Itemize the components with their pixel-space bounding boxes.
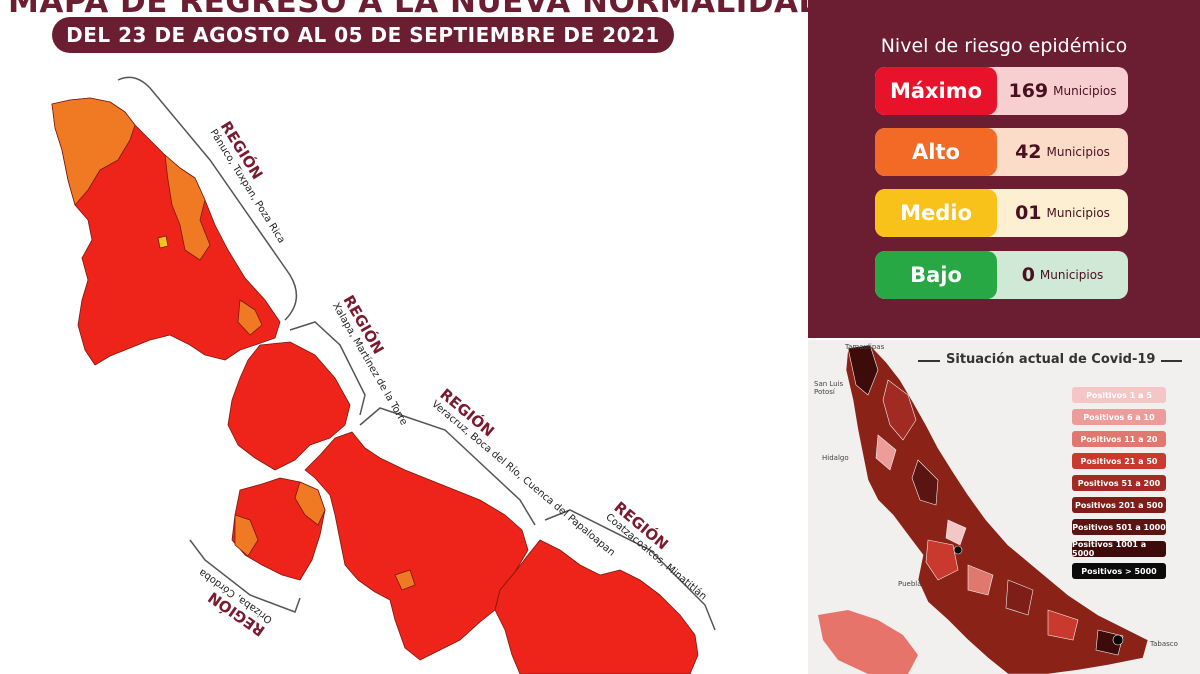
covid-legend-item: Positivos 1001 a 5000: [1072, 540, 1166, 558]
place-label: San Luis Potosí: [814, 380, 844, 396]
risk-row-bajo: Bajo 0 Municipios: [875, 251, 1128, 299]
covid-municipal-map: [818, 344, 1149, 674]
risk-level-label: Máximo: [875, 67, 997, 115]
risk-panel-title: Nivel de riesgo epidémico: [880, 35, 1128, 57]
risk-row-medio: Medio 01 Municipios: [875, 189, 1128, 237]
risk-level-label: Bajo: [875, 251, 997, 299]
covid-legend-item: Positivos > 5000: [1072, 563, 1166, 579]
veracruz-risk-map: [51, 76, 716, 674]
covid-legend-item: Positivos 201 a 500: [1072, 497, 1166, 513]
place-label: Hidalgo: [822, 454, 849, 462]
risk-level-label: Alto: [875, 128, 997, 176]
covid-legend-item: Positivos 11 a 20: [1072, 431, 1166, 447]
place-label: Puebla: [898, 580, 922, 588]
risk-count: 169 Municipios: [1008, 80, 1117, 102]
covid-legend-item: Positivos 51 a 200: [1072, 475, 1166, 491]
risk-row-maximo: Máximo 169 Municipios: [875, 67, 1128, 115]
covid-legend-item: Positivos 501 a 1000: [1072, 519, 1166, 535]
covid-legend-item: Positivos 21 a 50: [1072, 453, 1166, 469]
risk-count: 01 Municipios: [1015, 202, 1110, 224]
date-range-banner: DEL 23 DE AGOSTO AL 05 DE SEPTIEMBRE DE …: [52, 17, 674, 53]
covid-legend-item: Positivos 6 a 10: [1072, 409, 1166, 425]
covid-legend-item: Positivos 1 a 5: [1072, 387, 1166, 403]
covid-title-rule-left: [918, 360, 940, 362]
covid-panel-title: Situación actual de Covid-19: [940, 352, 1162, 367]
risk-level-label: Medio: [875, 189, 997, 237]
map-title: MAPA DE REGRESO A LA NUEVA NORMALIDAD: [8, 0, 825, 20]
covid-title-rule-right: [1152, 360, 1182, 362]
risk-count: 42 Municipios: [1015, 141, 1110, 163]
risk-count: 0 Municipios: [1021, 264, 1104, 286]
place-label: Tabasco: [1150, 640, 1178, 648]
place-label: Tamaulipas: [845, 343, 885, 351]
risk-row-alto: Alto 42 Municipios: [875, 128, 1128, 176]
